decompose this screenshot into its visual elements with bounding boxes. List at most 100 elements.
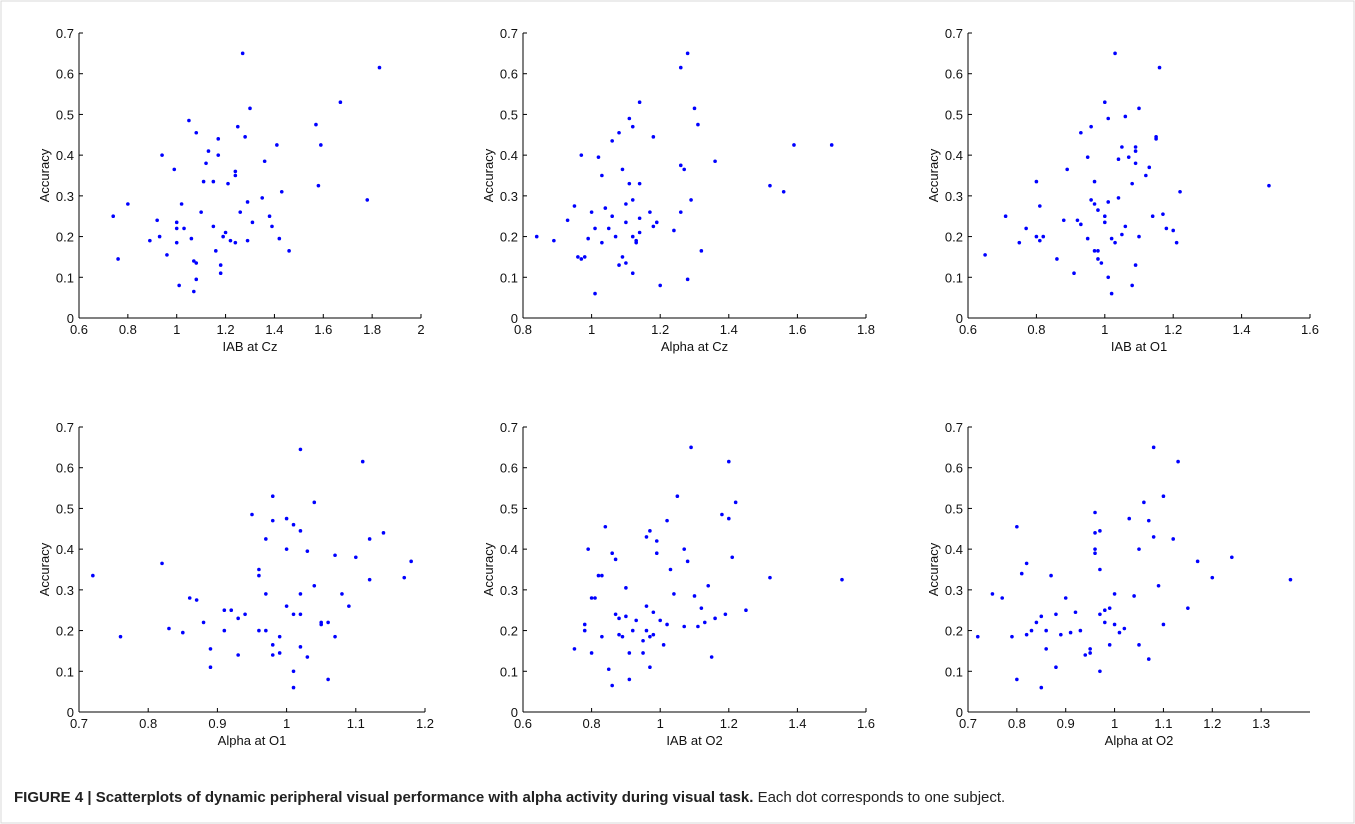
- scatter-point: [600, 240, 604, 245]
- x-tick-label: 1.1: [347, 716, 365, 731]
- scatter-point: [1113, 240, 1117, 245]
- scatter-point: [637, 181, 642, 186]
- scatter-point: [651, 135, 656, 139]
- scatter-point: [685, 51, 690, 56]
- scatter-point: [1288, 577, 1293, 582]
- scatter-point: [641, 638, 645, 643]
- scatter-point: [699, 249, 704, 253]
- y-tick-label: 0: [511, 311, 518, 326]
- scatter-point: [312, 500, 317, 505]
- scatter-point: [236, 653, 240, 657]
- y-tick-label: 0.2: [500, 230, 518, 245]
- scatter-point: [189, 236, 194, 241]
- scatter-point: [624, 202, 628, 206]
- scatter-point: [1126, 155, 1131, 159]
- scatter-point: [155, 218, 159, 223]
- scatter-point: [116, 257, 120, 261]
- scatter-point: [593, 291, 597, 296]
- scatter-panel-1: 0.6 0.8 1 1.2 1.4 1.6 1.8 2 0 0.1 0.2 0.3 0.4 0.5 0.6 0…: [37, 26, 425, 354]
- scatter-point: [983, 253, 987, 257]
- scatter-point: [586, 547, 590, 551]
- scatter-point: [222, 608, 227, 613]
- y-tick-label: 0.5: [56, 501, 74, 516]
- scatter-point: [126, 202, 130, 206]
- scatter-point: [1093, 510, 1097, 515]
- y-tick-label: 0.4: [500, 148, 518, 163]
- scatter-point: [624, 261, 628, 265]
- scatter-point: [1130, 283, 1134, 288]
- scatter-point: [586, 236, 590, 241]
- x-tick-label: 1.8: [857, 322, 875, 337]
- x-tick-label: 1.4: [788, 716, 806, 731]
- scatter-point: [275, 143, 279, 147]
- scatter-point: [1098, 669, 1102, 674]
- scatter-point: [620, 634, 625, 639]
- scatter-point: [706, 583, 711, 588]
- x-tick-label: 1.6: [1301, 322, 1319, 337]
- x-axis-label: Alpha at O2: [1105, 733, 1174, 748]
- scatter-point: [223, 230, 228, 235]
- scatter-point: [600, 173, 604, 178]
- y-tick-label: 0.4: [500, 542, 518, 557]
- scatter-point: [696, 122, 700, 127]
- x-tick-label: 0.8: [119, 322, 137, 337]
- scatter-point: [1093, 531, 1097, 535]
- scatter-point: [589, 651, 594, 655]
- scatter-point: [365, 198, 370, 202]
- x-tick-label: 2: [417, 322, 424, 337]
- scatter-point: [279, 189, 284, 194]
- scatter-point: [264, 628, 268, 633]
- scatter-point: [672, 228, 676, 233]
- scatter-point: [187, 118, 191, 123]
- scatter-point: [111, 214, 115, 219]
- x-tick-label: 0.7: [959, 716, 977, 731]
- scatter-point: [1178, 189, 1182, 194]
- scatter-point: [1113, 51, 1117, 56]
- scatter-point: [1171, 228, 1175, 233]
- scatter-point: [713, 616, 717, 621]
- y-tick-label: 0.7: [945, 26, 963, 41]
- scatter-point: [579, 153, 584, 157]
- figure-caption: FIGURE 4 | Scatterplots of dynamic perip…: [14, 789, 1344, 806]
- x-tick-label: 1.8: [363, 322, 381, 337]
- scatter-point: [194, 277, 199, 282]
- scatter-point: [709, 655, 714, 659]
- y-axis-label: Accuracy: [926, 148, 941, 202]
- scatter-panel-3: 0.6 0.8 1 1.2 1.4 1.6 0 0.1 0.2 0.3 0.4 0.5 0.6 0.7 IA…: [926, 26, 1319, 354]
- scatter-point: [634, 238, 638, 243]
- scatter-point: [333, 634, 337, 639]
- scatter-point: [192, 259, 196, 263]
- scatter-point: [1103, 220, 1107, 225]
- scatter-point: [1106, 275, 1111, 280]
- scatter-point: [1089, 198, 1093, 202]
- scatter-point: [179, 202, 184, 206]
- scatter-point: [610, 214, 614, 219]
- scatter-point: [194, 130, 199, 135]
- scatter-point: [326, 620, 330, 625]
- scatter-point: [291, 685, 296, 690]
- scatter-point: [627, 651, 632, 655]
- scatter-point: [1150, 214, 1155, 219]
- scatter-point: [1055, 257, 1059, 261]
- scatter-point: [600, 634, 604, 639]
- y-axis-label: Accuracy: [37, 542, 52, 596]
- y-tick-label: 0: [511, 705, 518, 720]
- y-tick-label: 0: [67, 705, 74, 720]
- scatter-point: [1073, 610, 1078, 615]
- scatter-panel-4: 0.7 0.8 0.9 1 1.1 1.2 0 0.1 0.2 0.3 0.4 0.5 0.6 0.7 Al…: [37, 420, 434, 748]
- scatter-point: [613, 612, 618, 617]
- scatter-point: [1034, 234, 1039, 239]
- scatter-point: [181, 630, 185, 635]
- scatter-point: [606, 226, 611, 231]
- scatter-point: [233, 173, 238, 178]
- scatter-point: [624, 614, 628, 619]
- scatter-point: [194, 261, 199, 265]
- scatter-point: [1034, 179, 1039, 184]
- scatter-point: [630, 234, 635, 239]
- y-tick-label: 0.2: [945, 230, 963, 245]
- scatter-point: [990, 592, 995, 596]
- scatter-point: [1117, 630, 1122, 635]
- y-tick-label: 0.5: [56, 107, 74, 122]
- scatter-point: [267, 214, 272, 219]
- scatter-point: [360, 459, 365, 464]
